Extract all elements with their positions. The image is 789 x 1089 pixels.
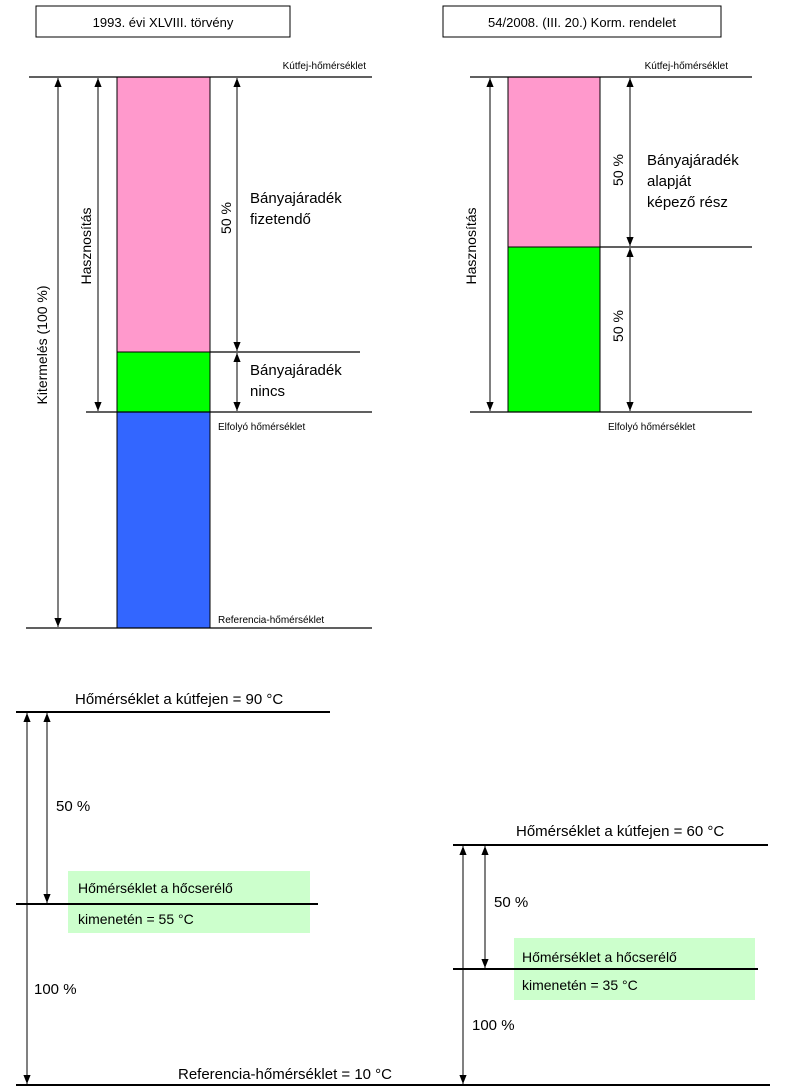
top-left-diagram: 1993. évi XLVIII. törvény Kútfej-hőmérsé… <box>26 5 372 629</box>
reference-bar <box>116 411 211 629</box>
top-left-title: 1993. évi XLVIII. törvény <box>93 15 234 30</box>
label-reference: Referencia-hőmérséklet <box>218 615 324 626</box>
royalty-none-bar <box>116 351 211 413</box>
label-exchanger-1: Hőmérséklet a hőcserélő <box>78 880 233 896</box>
label-wellhead-temp: Hőmérséklet a kútfejen = 60 °C <box>516 823 724 840</box>
label-royalty-none-1: Bányajáradék <box>250 362 342 379</box>
top-right-diagram: 54/2008. (III. 20.) Korm. rendelet Kútfe… <box>442 5 752 433</box>
label-exchanger-2: kimenetén = 35 °C <box>522 977 638 993</box>
bottom-right-diagram: Hőmérséklet a kútfejen = 60 °C Hőmérsékl… <box>453 823 768 1084</box>
label-reference-temp: Referencia-hőmérséklet = 10 °C <box>178 1066 392 1083</box>
label-royalty-payable-1: Bányajáradék <box>250 190 342 207</box>
lower-half-bar <box>507 246 601 413</box>
top-right-title: 54/2008. (III. 20.) Korm. rendelet <box>488 15 676 30</box>
label-percent-100: 100 % <box>472 1017 515 1034</box>
label-royalty-base-3: képező rész <box>647 194 728 211</box>
label-utilization: Hasznosítás <box>78 207 94 284</box>
label-extraction: Kitermelés (100 %) <box>34 285 50 404</box>
royalty-base-bar <box>507 76 601 248</box>
label-percent-50: 50 % <box>494 894 528 911</box>
label-wellhead: Kútfej-hőmérséklet <box>645 61 729 72</box>
label-exchanger-1: Hőmérséklet a hőcserélő <box>522 949 677 965</box>
top-right-title-box <box>442 5 722 38</box>
top-left-title-box <box>35 5 291 38</box>
label-exchanger-2: kimenetén = 55 °C <box>78 911 194 927</box>
label-percent-lower: 50 % <box>610 310 626 342</box>
label-royalty-payable-2: fizetendő <box>250 211 311 228</box>
label-wellhead-temp: Hőmérséklet a kútfejen = 90 °C <box>75 691 283 708</box>
label-percent-50: 50 % <box>218 202 234 234</box>
label-royalty-none-2: nincs <box>250 383 285 400</box>
label-wellhead: Kútfej-hőmérséklet <box>283 61 367 72</box>
label-percent-100: 100 % <box>34 981 77 998</box>
label-percent-upper: 50 % <box>610 154 626 186</box>
bottom-left-diagram: Hőmérséklet a kútfejen = 90 °C Hőmérsékl… <box>16 691 330 1084</box>
label-royalty-base-2: alapját <box>647 173 692 190</box>
label-royalty-base-1: Bányajáradék <box>647 152 739 169</box>
royalty-payable-bar <box>116 76 211 353</box>
label-percent-50: 50 % <box>56 798 90 815</box>
exchanger-highlight <box>68 871 310 933</box>
label-outflow: Elfolyó hőmérséklet <box>218 422 305 433</box>
label-utilization: Hasznosítás <box>463 207 479 284</box>
label-outflow: Elfolyó hőmérséklet <box>608 422 695 433</box>
